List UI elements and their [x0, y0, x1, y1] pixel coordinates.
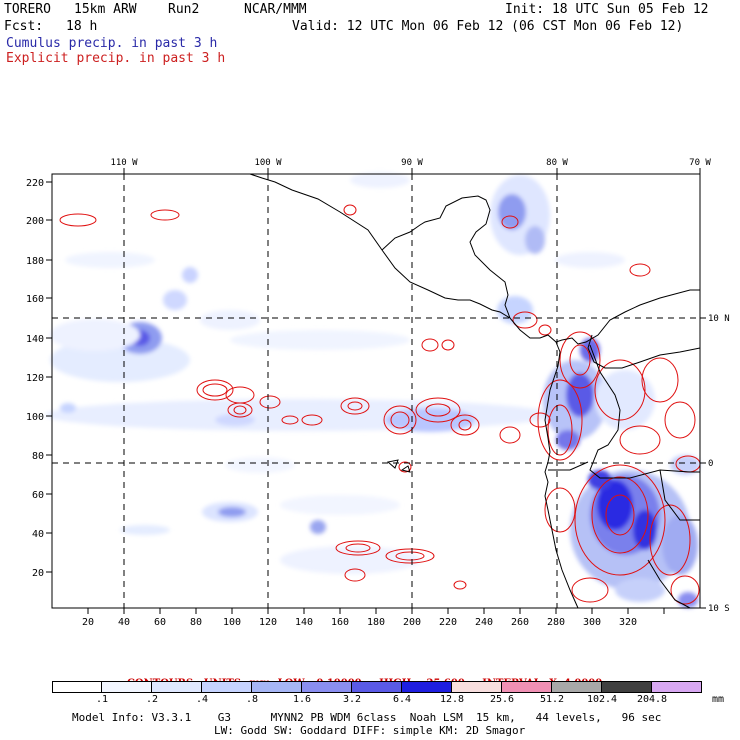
y-tick-label: 120 — [26, 373, 44, 384]
x-tick-label: 160 — [331, 617, 349, 628]
y-tick-label: 80 — [32, 451, 44, 462]
color-legend — [52, 681, 702, 693]
legend-swatch — [452, 681, 502, 693]
x-tick-label: 220 — [439, 617, 457, 628]
x-tick-label: 200 — [403, 617, 421, 628]
x-tick-label: 60 — [154, 617, 166, 628]
init-time: Init: 18 UTC Sun 05 Feb 12 — [505, 2, 709, 17]
valid-time: Valid: 12 UTC Mon 06 Feb 12 (06 CST Mon … — [292, 19, 684, 34]
legend-label: 25.6 — [489, 694, 515, 705]
legend-swatch — [552, 681, 602, 693]
x-tick-label: 40 — [118, 617, 130, 628]
y-tick-label: 200 — [26, 216, 44, 227]
legend-swatch — [352, 681, 402, 693]
x-tick-label: 120 — [259, 617, 277, 628]
legend-swatch — [102, 681, 152, 693]
legend-label: 204.8 — [636, 694, 668, 705]
x-tick-label: 140 — [295, 617, 313, 628]
x-tick-label: 240 — [475, 617, 493, 628]
lon-label-80w: 80 W — [546, 158, 568, 168]
lat-label-0: 0 — [708, 459, 713, 469]
cumulus-precip-label: Cumulus precip. in past 3 h — [6, 36, 218, 51]
tick-marks — [46, 168, 706, 614]
run-label: Run2 — [168, 2, 200, 17]
y-tick-label: 100 — [26, 412, 44, 423]
cumulus-precip-field — [45, 172, 700, 608]
lon-label-70w: 70 W — [689, 158, 711, 168]
x-tick-label: 20 — [82, 617, 94, 628]
y-tick-label: 40 — [32, 529, 44, 540]
y-tick-label: 220 — [26, 178, 44, 189]
legend-label: 12.8 — [439, 694, 465, 705]
legend-swatch — [202, 681, 252, 693]
explicit-precip-contours — [59, 204, 701, 605]
legend-label: 3.2 — [342, 694, 362, 705]
legend-label: 51.2 — [539, 694, 565, 705]
y-tick-label: 180 — [26, 256, 44, 267]
explicit-precip-label: Explicit precip. in past 3 h — [6, 51, 226, 66]
legend-label: .2 — [145, 694, 159, 705]
y-tick-label: 160 — [26, 294, 44, 305]
legend-unit: mm — [712, 694, 725, 705]
model-info: Model Info: V3.3.1 G3 MYNN2 PB WDM 6clas… — [72, 711, 662, 724]
y-tick-label: 20 — [32, 568, 44, 579]
legend-swatch — [252, 681, 302, 693]
legend-swatch — [602, 681, 652, 693]
x-tick-label: 280 — [547, 617, 565, 628]
lat-lon-grid — [52, 174, 700, 608]
forecast-hour: 18 h — [66, 19, 98, 34]
legend-label: 102.4 — [586, 694, 618, 705]
precipitation-map: 110 W 100 W 90 W 80 W 70 W 10 N 0 10 S 2… — [26, 158, 730, 628]
legend-label: .4 — [195, 694, 209, 705]
lon-label-100w: 100 W — [254, 158, 282, 168]
legend-swatch — [402, 681, 452, 693]
legend-label: .1 — [95, 694, 109, 705]
legend-label: 6.4 — [392, 694, 412, 705]
legend-swatch — [52, 681, 102, 693]
lon-label-90w: 90 W — [401, 158, 423, 168]
coastlines — [249, 173, 701, 609]
y-tick-label: 140 — [26, 334, 44, 345]
y-tick-label: 60 — [32, 490, 44, 501]
model-name: TORERO — [4, 2, 51, 17]
legend-swatch — [302, 681, 352, 693]
org-label: NCAR/MMM — [244, 2, 307, 17]
forecast-label: Fcst: — [4, 19, 44, 34]
x-tick-label: 80 — [190, 617, 202, 628]
x-tick-label: 100 — [223, 617, 241, 628]
legend-swatch — [502, 681, 552, 693]
x-tick-label: 260 — [511, 617, 529, 628]
legend-swatch — [652, 681, 702, 693]
x-tick-label: 320 — [619, 617, 637, 628]
legend-label: .8 — [245, 694, 259, 705]
resolution-label: 15km ARW — [74, 2, 137, 17]
legend-swatch — [152, 681, 202, 693]
x-tick-label: 300 — [583, 617, 601, 628]
lon-label-110w: 110 W — [110, 158, 138, 168]
physics-info: LW: Godd SW: Goddard DIFF: simple KM: 2D… — [214, 724, 526, 737]
x-tick-label: 180 — [367, 617, 385, 628]
lat-label-10n: 10 N — [708, 314, 730, 324]
lat-label-10s: 10 S — [708, 604, 730, 614]
legend-label: 1.6 — [292, 694, 312, 705]
